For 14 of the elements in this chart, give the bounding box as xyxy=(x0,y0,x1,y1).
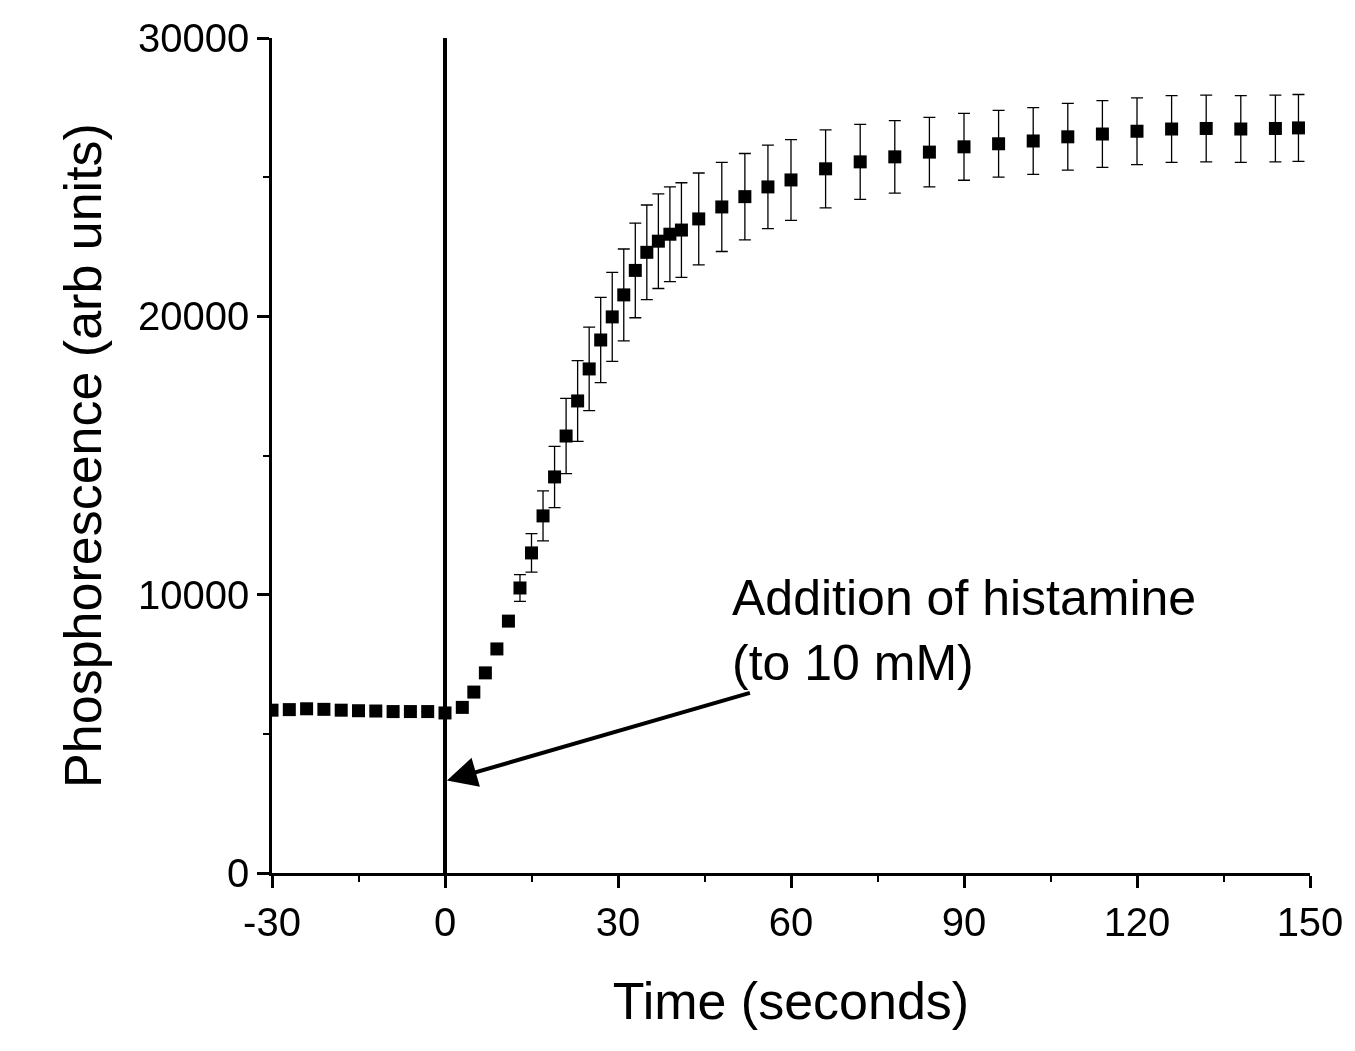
y-tick-label: 20000 xyxy=(138,294,250,339)
x-axis-title: Time (seconds) xyxy=(612,971,970,1030)
x-tick-label: 60 xyxy=(768,899,814,944)
y-axis-title: Phosphorescence (arb units) xyxy=(54,123,113,788)
x-tick-label: -30 xyxy=(243,899,301,944)
annotation: Addition of histamine (to 10 mM) xyxy=(732,570,1197,691)
x-tick-label: 150 xyxy=(1276,899,1344,944)
y-tick-label: 0 xyxy=(227,851,250,895)
x-tick-label: 120 xyxy=(1103,899,1171,944)
x-tick-label: 90 xyxy=(941,899,987,944)
x-tick-label: 30 xyxy=(595,899,641,944)
x-tick-label: 0 xyxy=(433,899,457,944)
y-tick-label: 10000 xyxy=(138,572,250,617)
y-tick-label: 30000 xyxy=(138,16,250,60)
